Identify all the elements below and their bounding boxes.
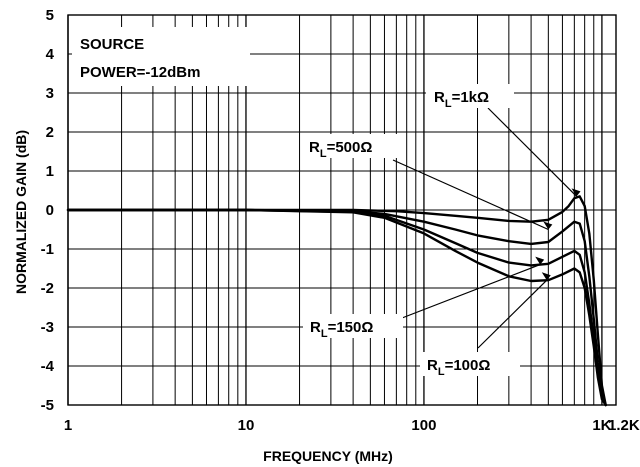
annotation-line-1: SOURCE xyxy=(80,36,144,53)
y-axis-label: NORMALIZED GAIN (dB) xyxy=(13,130,29,294)
y-tick-label: -3 xyxy=(41,319,54,336)
y-tick-label: 1 xyxy=(46,163,54,180)
y-tick-label: 5 xyxy=(46,7,54,24)
pointer-arrowhead xyxy=(541,272,551,281)
source-power-annotation: SOURCE POWER=-12dBm xyxy=(72,27,250,86)
series-label: RL=100Ω xyxy=(427,357,490,378)
y-tick-label: -1 xyxy=(41,241,54,258)
annotation-line-2: POWER=-12dBm xyxy=(80,64,200,81)
series-label-pointer xyxy=(401,264,541,319)
x-tick-label: 10 xyxy=(238,417,255,434)
series-label-bg xyxy=(303,314,403,338)
pointer-arrowhead xyxy=(535,256,545,265)
pointer-arrowhead xyxy=(571,188,581,197)
series-label-pointer xyxy=(392,159,549,231)
annotation-box xyxy=(72,27,250,86)
series-line-2 xyxy=(66,208,607,407)
x-tick-label: 1K xyxy=(592,417,611,434)
series-label-pointer xyxy=(477,279,548,349)
series-labels: RL=1kΩ RL=500Ω RL=150Ω RL=100Ω xyxy=(302,84,581,378)
series-label: RL=500Ω xyxy=(309,139,372,160)
y-tick-label: 0 xyxy=(46,202,54,219)
x-tick-label: 100 xyxy=(411,417,436,434)
y-tick-label: 4 xyxy=(46,46,55,63)
series-line-4 xyxy=(66,208,607,407)
x-axis-label: FREQUENCY (MHz) xyxy=(263,448,393,464)
series-label-bg xyxy=(420,352,520,376)
series-label: RL=150Ω xyxy=(310,319,373,340)
y-tick-label: 2 xyxy=(46,124,54,141)
x-tick-label: 1.2K xyxy=(608,417,640,434)
series-label: RL=1kΩ xyxy=(434,89,489,110)
series-lines xyxy=(66,195,607,407)
y-tick-label: 3 xyxy=(46,85,54,102)
series-line-3 xyxy=(66,208,607,407)
series-line-1 xyxy=(66,195,607,407)
pointer-arrowhead xyxy=(543,221,553,230)
x-tick-label: 1 xyxy=(64,417,72,434)
y-tick-label: -4 xyxy=(41,358,55,375)
series-label-bg xyxy=(302,134,402,158)
series-label-bg xyxy=(426,84,514,108)
plot-frame xyxy=(67,14,617,406)
y-tick-label: -5 xyxy=(41,397,54,414)
series-label-pointer xyxy=(487,107,577,197)
y-tick-label: -2 xyxy=(41,280,54,297)
